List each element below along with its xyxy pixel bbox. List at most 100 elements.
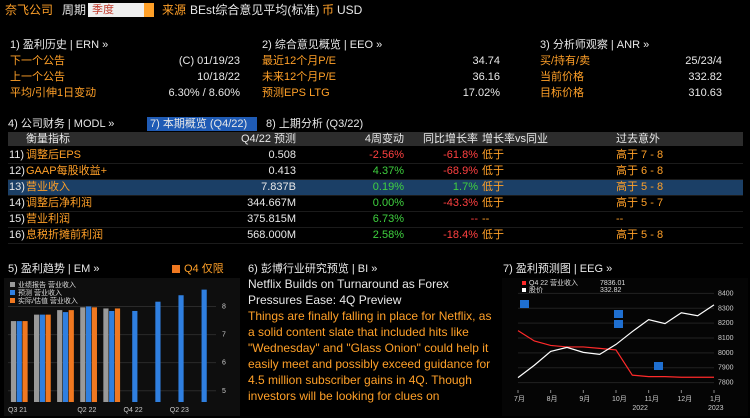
filter[interactable]: Q4 仅限: [184, 263, 224, 275]
news: Netflix Builds on Turnaround as Forex Pr…: [248, 276, 496, 418]
column-header: 增长率vs同业: [482, 133, 548, 145]
field-label: 当前价格: [540, 71, 584, 83]
section-title[interactable]: 6) 彭博行业研究预览 | BI »: [248, 263, 378, 275]
period-dropdown[interactable]: [88, 3, 144, 17]
toolbar: 奈飞公司 周期 季度 来源 BEst综合意见平均(标准) 币 USD: [0, 0, 750, 20]
period-value: 季度: [92, 4, 114, 16]
legend-swatch: [10, 290, 15, 295]
field-value: 6.30% / 8.60%: [168, 87, 240, 99]
table-row[interactable]: 14) 调整后净利润 344.667M 0.00% -43.3% 低于 高于 5 - 7: [8, 196, 743, 212]
estimate-chart: 7800 7900 8000 8100 8200 8300 8400 7月 8月 9月 10月 11月…: [502, 278, 748, 416]
cell: -68.9%: [443, 165, 478, 177]
tab-active[interactable]: [147, 117, 257, 131]
event-marker: [654, 362, 663, 370]
row-name: 营业利润: [26, 213, 70, 225]
line: [517, 330, 714, 378]
cell: 高于 7 - 8: [616, 149, 664, 161]
section-title[interactable]: 4) 公司财务 | MODL »: [8, 118, 115, 130]
field-value: 10/18/22: [197, 71, 240, 83]
dropdown-arrow[interactable]: [144, 3, 154, 17]
section-title[interactable]: 2) 综合意见概览 | EEO »: [262, 39, 383, 51]
legend-swatch: [522, 288, 526, 292]
currency-value[interactable]: USD: [337, 3, 363, 17]
line: [517, 304, 715, 379]
legend-swatch: [10, 298, 15, 303]
bar: [80, 307, 86, 402]
cell: --: [616, 213, 624, 225]
x-tick-label: 10月: [612, 395, 627, 403]
source-label: 来源: [162, 3, 187, 17]
y-tick-label: 8300: [718, 305, 734, 312]
cell: 高于 6 - 8: [616, 165, 664, 177]
plot-bg: [502, 278, 748, 416]
field-label: 预测EPS LTG: [262, 87, 330, 99]
x-tick-label: 1月: [710, 395, 721, 403]
source-value[interactable]: BEst综合意见平均(标准): [190, 3, 320, 17]
section-title[interactable]: 5) 盈利趋势 | EM »: [8, 263, 100, 275]
y-tick-label: 8000: [718, 350, 734, 357]
table-row[interactable]: 16) 息税折摊前利润 568.000M 2.58% -18.4% 低于 高于 5 - 8: [8, 228, 743, 244]
legend-label: Q4 22 营业收入: [529, 278, 578, 287]
row-name: 营业收入: [26, 181, 70, 193]
column-header: 同比增长率: [423, 133, 478, 145]
bar: [91, 307, 97, 402]
cell: 高于 5 - 8: [616, 181, 664, 193]
row-name: 息税折摊前利润: [26, 229, 103, 241]
headline[interactable]: Netflix Builds on Turnaround as Forex Pr…: [248, 277, 449, 307]
bar: [68, 310, 74, 402]
field-label: 买/持有/卖: [540, 55, 591, 67]
table-row[interactable]: 12) GAAP每股收益+ 0.413 4.37% -68.9% 低于 高于 6 - 8: [8, 164, 743, 180]
bar: [45, 314, 51, 402]
year-label: 2023: [708, 405, 724, 412]
row-id: 11): [9, 149, 25, 161]
table-row[interactable]: 13) 营业收入 7.837B 0.19% 1.7% 低于 高于 5 - 8: [8, 180, 743, 196]
cell: --: [482, 213, 490, 225]
field-value: 310.63: [688, 87, 722, 99]
x-tick-label: 9月: [579, 395, 590, 403]
currency-label: 币: [322, 3, 335, 17]
row-name: 调整后EPS: [26, 149, 82, 161]
period-label: 周期: [62, 3, 87, 17]
table-row[interactable]: 15) 营业利润 375.815M 6.73% -- -- --: [8, 212, 743, 228]
field-value: 17.02%: [462, 87, 500, 99]
cell: 2.58%: [372, 229, 404, 241]
row-id: 12): [9, 165, 25, 177]
cell: -61.8%: [443, 149, 478, 161]
x-tick-label: 12月: [677, 395, 692, 403]
x-tick-label: 11月: [645, 395, 659, 403]
tab[interactable]: 7) 本期概览 (Q4/22): [150, 118, 248, 130]
section-title[interactable]: 7) 盈利预测图 | EEG »: [503, 263, 613, 275]
legend-label: 股价: [529, 286, 543, 294]
news-body: Things are finally falling in place for …: [248, 309, 492, 403]
cell: 4.37%: [372, 165, 404, 177]
cell: 568.000M: [247, 229, 296, 241]
legend-label: 预测 营业收入: [18, 288, 62, 297]
cell: 低于: [482, 197, 504, 209]
tab[interactable]: 8) 上期分析 (Q3/22): [266, 118, 364, 130]
bar: [62, 312, 69, 402]
cell: 7.837B: [261, 181, 296, 193]
cell: 1.7%: [452, 181, 478, 193]
section-title[interactable]: 1) 盈利历史 | ERN »: [10, 39, 109, 51]
field-value: 34.74: [472, 55, 500, 67]
cell: 低于: [482, 149, 504, 161]
section-title[interactable]: 3) 分析师观察 | ANR »: [540, 39, 650, 51]
row-id: 13): [9, 181, 25, 193]
cell: 344.667M: [247, 197, 296, 209]
y-tick-label: 8400: [718, 290, 734, 297]
y-tick-label: 7800: [718, 380, 734, 387]
event-marker: [614, 320, 623, 328]
row-name: GAAP每股收益+: [26, 165, 107, 177]
bar: [57, 310, 63, 402]
cell: 0.413: [268, 165, 296, 177]
bar: [39, 314, 45, 402]
bar: [22, 321, 28, 402]
row-name: 调整后净利润: [26, 197, 92, 209]
field-label: 上一个公告: [10, 71, 65, 83]
bar: [10, 321, 17, 402]
cell: 低于: [482, 181, 504, 193]
bar: [178, 295, 184, 402]
year-label: 2022: [632, 405, 648, 412]
table-row[interactable]: 11) 调整后EPS 0.508 -2.56% -61.8% 低于 高于 7 - 8: [8, 148, 743, 164]
